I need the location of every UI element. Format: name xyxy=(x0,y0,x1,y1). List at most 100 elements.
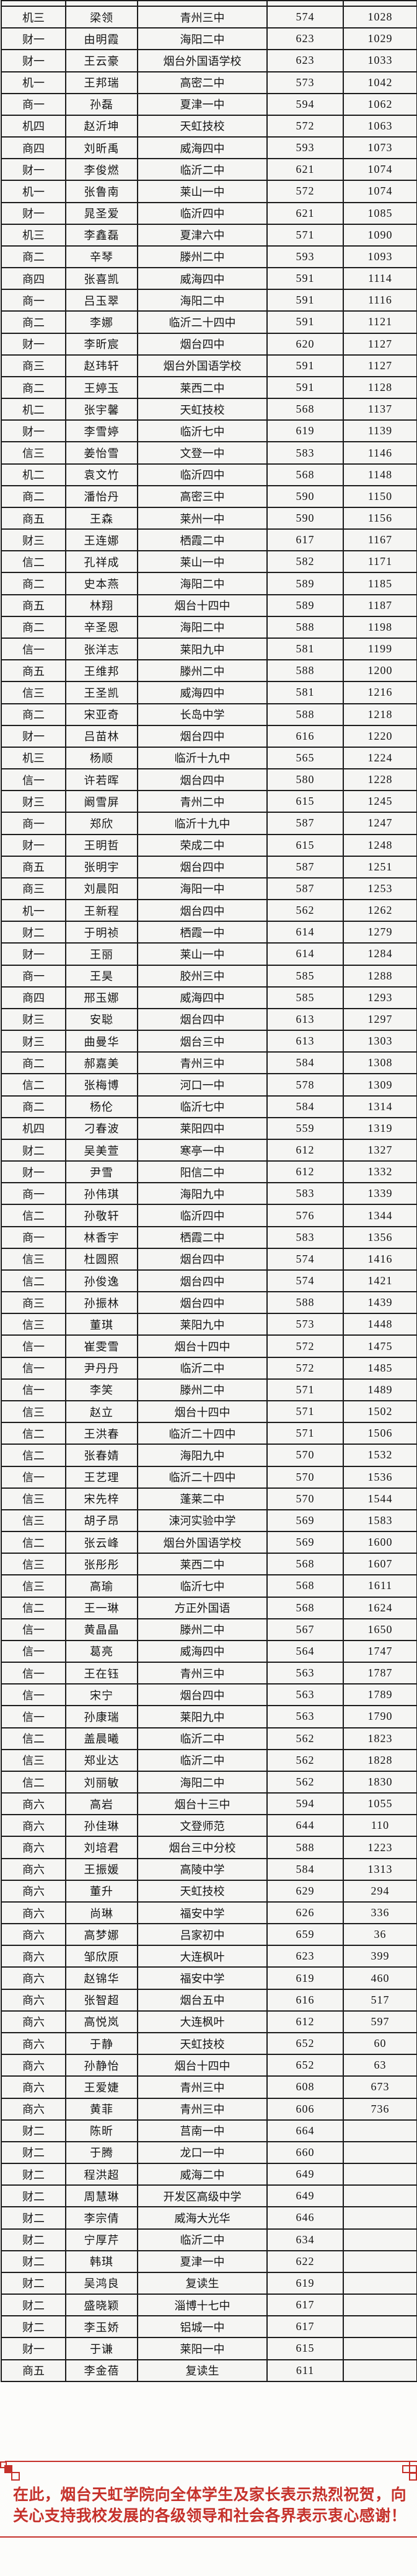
table-row: 信一 王在钰 青州三中 563 1787 xyxy=(1,1662,417,1685)
cell-name: 周慧琳 xyxy=(65,2184,138,2208)
cell-class: 商四 xyxy=(1,267,66,291)
cell-score: 613 xyxy=(266,1030,344,1053)
cell-school: 胶州三中 xyxy=(137,964,268,988)
cell-score: 588 xyxy=(266,659,344,683)
table-row: 商六 王振媛 高陵中学 584 1313 xyxy=(1,1857,417,1881)
cell-score: 571 xyxy=(266,1400,344,1424)
cell-class: 商五 xyxy=(1,2359,66,2382)
cell-score: 574 xyxy=(266,1247,344,1271)
cell-name: 曲曼华 xyxy=(65,1030,138,1053)
cell-school: 海阳一中 xyxy=(137,877,268,901)
cell-rank: 1245 xyxy=(343,790,417,813)
cell-school: 烟台外国语学校 xyxy=(137,1531,268,1554)
cell-class: 财三 xyxy=(1,790,66,813)
cell-rank: 1787 xyxy=(343,1662,417,1685)
cell-rank: 1127 xyxy=(343,354,417,377)
cell-score: 652 xyxy=(266,2031,344,2056)
cell-score: 588 xyxy=(266,703,344,726)
cell-score: 572 xyxy=(266,180,344,203)
cell-class: 信一 xyxy=(1,1334,66,1358)
cell-rank: 1055 xyxy=(343,1792,417,1816)
cell-rank: 1747 xyxy=(343,1639,417,1663)
cell-name: 盛晓颖 xyxy=(65,2293,138,2317)
cell-class: 商三 xyxy=(1,354,66,377)
table-row: 信三 郑业达 临沂二中 562 1828 xyxy=(1,1748,417,1772)
cell-class: 商六 xyxy=(1,1857,66,1881)
cell-rank: 1332 xyxy=(343,1160,417,1184)
table-row: 财一 王云豪 烟台外国语学校 623 1033 xyxy=(1,49,417,72)
table-row: 商六 高梦娜 吕家初中 659 36 xyxy=(1,1923,417,1947)
cell-name: 高悦岚 xyxy=(65,2010,138,2033)
cell-name: 吕苗林 xyxy=(65,724,138,748)
cell-name: 黄菲 xyxy=(65,2097,138,2121)
cell-score: 572 xyxy=(266,1356,344,1380)
cell-name: 许若晖 xyxy=(65,768,138,792)
cell-rank: 1319 xyxy=(343,1116,417,1140)
table-row: 财二 宁厚芹 临沂二中 634 xyxy=(1,2228,417,2251)
cell-name: 李玉娇 xyxy=(65,2315,138,2339)
cell-rank: 1224 xyxy=(343,746,417,770)
cell-school: 临沂二中 xyxy=(137,2228,268,2251)
cell-score: 587 xyxy=(266,812,344,835)
table-row: 商二 潘怡丹 高密三中 590 1150 xyxy=(1,484,417,508)
cell-score: 616 xyxy=(266,1988,344,2012)
cell-class: 商五 xyxy=(1,594,66,617)
table-row: 商三 刘晨阳 海阳一中 587 1253 xyxy=(1,877,417,901)
cell-class: 信一 xyxy=(1,1683,66,1707)
cell-class: 财一 xyxy=(1,332,66,356)
cell-school: 长岛中学 xyxy=(137,703,268,726)
cell-name: 宋宁 xyxy=(65,1683,138,1707)
cell-score: 581 xyxy=(266,637,344,661)
table-row: 信一 黄晶晶 滕州二中 567 1650 xyxy=(1,1618,417,1641)
cell-school: 铝城一中 xyxy=(137,2315,268,2339)
table-row: 商二 李娜 临沂二十四中 591 1121 xyxy=(1,310,417,334)
cell-score: 571 xyxy=(266,1422,344,1445)
cell-name: 宋亚奇 xyxy=(65,703,138,726)
cell-rank: 1156 xyxy=(343,506,417,530)
cell-score: 568 xyxy=(266,398,344,421)
table-row: 财一 王丽 莱山一中 614 1284 xyxy=(1,942,417,966)
table-row: 财三 阚雪屏 青州二中 615 1245 xyxy=(1,790,417,813)
cell-name: 张春婧 xyxy=(65,1444,138,1467)
table-row: 商六 董升 天虹技校 629 294 xyxy=(1,1879,417,1903)
cell-name: 姜怡雪 xyxy=(65,441,138,465)
cell-rank: 63 xyxy=(343,2054,417,2077)
cell-class: 商一 xyxy=(1,964,66,988)
cell-score: 623 xyxy=(266,1945,344,1968)
footer-top-rule xyxy=(5,2461,417,2462)
cell-class: 信三 xyxy=(1,1400,66,1424)
cell-class: 商六 xyxy=(1,1836,66,1859)
cell-score: 619 xyxy=(266,2271,344,2295)
cell-score: 612 xyxy=(266,2010,344,2033)
cell-name: 韩琪 xyxy=(65,2250,138,2273)
cell-score: 646 xyxy=(266,2206,344,2230)
cell-class: 财二 xyxy=(1,2184,66,2208)
cell-name: 陈昕 xyxy=(65,2119,138,2142)
cell-score: 616 xyxy=(266,724,344,748)
cell-score: 574 xyxy=(266,1269,344,1293)
cell-school: 烟台十四中 xyxy=(137,2054,268,2077)
table-row: 商一 郑欣 临沂十九中 587 1247 xyxy=(1,812,417,835)
cell-school: 烟台十四中 xyxy=(137,594,268,617)
cell-rank: 736 xyxy=(343,2097,417,2121)
cell-school: 夏津一中 xyxy=(137,92,268,116)
table-row: 信三 宋先梓 蓬莱二中 570 1544 xyxy=(1,1487,417,1510)
cell-rank: 1028 xyxy=(343,5,417,29)
cut-cell xyxy=(65,0,138,7)
table-row: 财一 李昕宸 烟台四中 620 1127 xyxy=(1,332,417,356)
cell-school: 天虹技校 xyxy=(137,1879,268,1903)
cell-school: 海阳二中 xyxy=(137,27,268,51)
cell-rank: 1033 xyxy=(343,49,417,72)
cell-score: 617 xyxy=(266,2315,344,2339)
cell-class: 商五 xyxy=(1,506,66,530)
cell-school: 文登一中 xyxy=(137,441,268,465)
cell-name: 杨顺 xyxy=(65,746,138,770)
table-row: 财二 于腾 龙口一中 660 xyxy=(1,2140,417,2165)
cell-name: 孙佳琳 xyxy=(65,1814,138,1838)
cell-name: 吴美萱 xyxy=(65,1138,138,1162)
cell-school: 烟台外国语学校 xyxy=(137,49,268,72)
cell-rank xyxy=(343,2271,417,2295)
cell-rank: 597 xyxy=(343,2010,417,2033)
table-row: 信二 王洪春 临沂二十四中 571 1506 xyxy=(1,1422,417,1445)
cell-school: 烟台四中 xyxy=(137,1007,268,1032)
